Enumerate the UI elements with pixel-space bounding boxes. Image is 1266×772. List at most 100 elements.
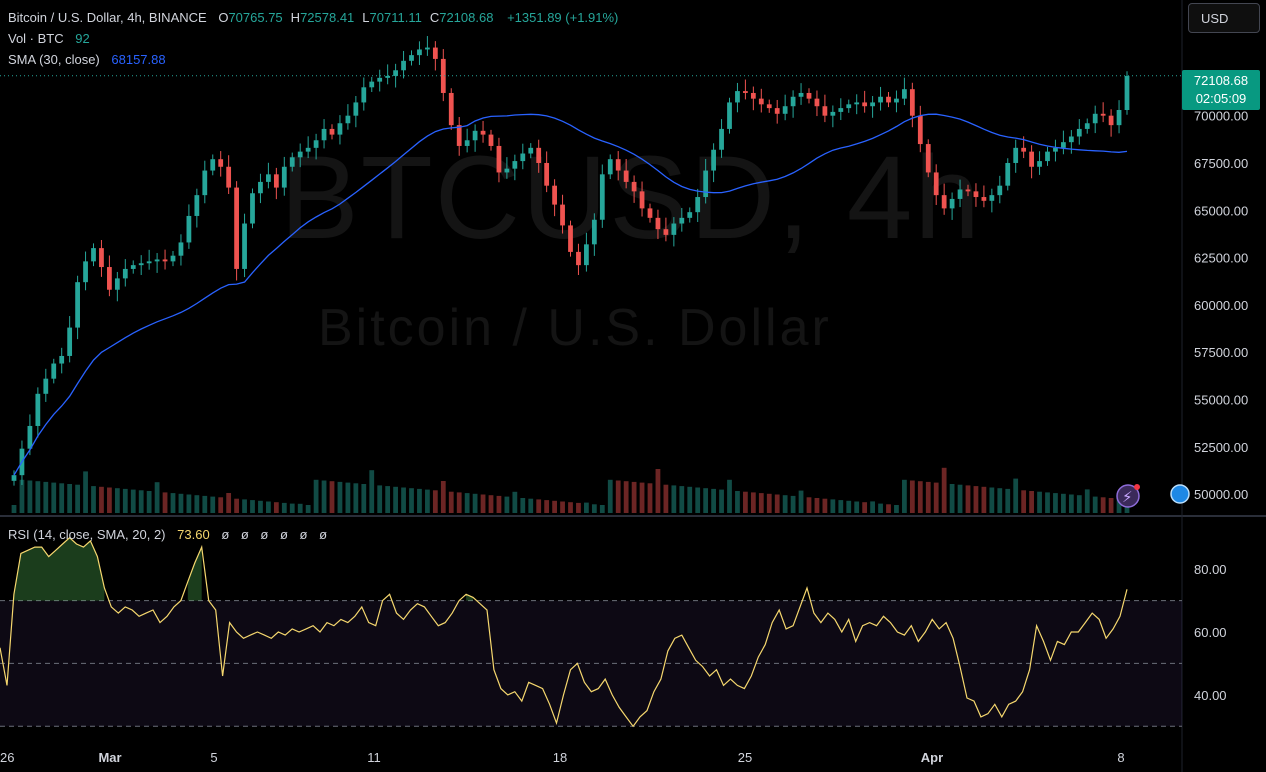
time-axis-tick: 18 bbox=[553, 750, 567, 765]
candle-body bbox=[647, 208, 653, 218]
volume-bar bbox=[1061, 493, 1066, 513]
volume-bar bbox=[584, 502, 589, 513]
lightning-glyph: ⚡ bbox=[1122, 488, 1133, 506]
volume-bar bbox=[957, 484, 963, 513]
volume-bar bbox=[695, 487, 701, 513]
volume-bar bbox=[1100, 497, 1106, 513]
candle-body bbox=[933, 172, 939, 196]
volume-bar bbox=[67, 484, 73, 513]
candle-body bbox=[743, 91, 748, 93]
candle-body bbox=[941, 195, 947, 209]
candle-body bbox=[432, 47, 438, 59]
volume-bar bbox=[758, 493, 764, 513]
volume-bar bbox=[870, 501, 875, 513]
time-axis-tick: Mar bbox=[98, 750, 121, 765]
candle-body bbox=[170, 255, 176, 262]
ohlc-value-c: 72108.68 bbox=[439, 10, 494, 25]
candle-body bbox=[329, 128, 335, 135]
candle-body bbox=[687, 212, 693, 218]
candle-body bbox=[591, 219, 597, 245]
candle-body bbox=[496, 145, 502, 173]
candle-body bbox=[425, 47, 430, 50]
candle-body bbox=[607, 159, 613, 175]
candle-body bbox=[337, 123, 343, 135]
candle-body bbox=[67, 327, 73, 356]
volume-bar bbox=[591, 504, 597, 513]
candle-body bbox=[886, 96, 891, 103]
candle-body bbox=[623, 170, 629, 182]
time-axis-tick: 25 bbox=[738, 750, 752, 765]
candle-body bbox=[1092, 113, 1098, 124]
volume-bar bbox=[981, 486, 987, 513]
candle-body bbox=[1005, 162, 1011, 186]
candle-body bbox=[727, 102, 732, 129]
candle-body bbox=[925, 144, 931, 173]
volume-bar bbox=[1076, 495, 1082, 513]
candle-body bbox=[353, 102, 359, 116]
candle-body bbox=[234, 187, 239, 269]
volume-bar bbox=[337, 481, 343, 513]
volume-bar bbox=[242, 499, 247, 513]
currency-button[interactable]: USD bbox=[1188, 3, 1260, 33]
flag-icon[interactable] bbox=[1170, 484, 1190, 504]
alert-lightning-icon[interactable] bbox=[1116, 484, 1140, 508]
symbol-title[interactable]: Bitcoin / U.S. Dollar, 4h, BINANCE bbox=[8, 10, 207, 25]
volume-bar bbox=[59, 483, 65, 513]
volume-bar bbox=[377, 485, 383, 513]
time-axis-tick: 5 bbox=[210, 750, 217, 765]
symbol-watermark: BTCUSD, 4h bbox=[280, 132, 982, 264]
candle-body bbox=[528, 147, 534, 154]
volume-bar bbox=[989, 487, 995, 513]
volume-bar bbox=[671, 485, 677, 513]
volume-bar bbox=[122, 488, 128, 513]
candle-body bbox=[35, 393, 41, 426]
candle-body bbox=[695, 197, 701, 213]
volume-bar bbox=[750, 492, 756, 513]
candle-body bbox=[43, 378, 49, 394]
volume-bar bbox=[925, 481, 931, 513]
candle-body bbox=[138, 263, 144, 266]
volume-bar bbox=[19, 479, 25, 513]
candle-body bbox=[27, 425, 33, 449]
candle-body bbox=[750, 92, 756, 99]
candle-body bbox=[838, 108, 844, 112]
volume-bar bbox=[679, 486, 685, 513]
price-axis-tick: 65000.00 bbox=[1194, 203, 1248, 218]
volume-bar bbox=[432, 490, 438, 513]
candle-body bbox=[281, 166, 287, 188]
candle-body bbox=[758, 98, 764, 105]
candle-body bbox=[703, 170, 709, 198]
volume-legend[interactable]: Vol · BTC 92 bbox=[8, 31, 92, 47]
volume-bar bbox=[1053, 493, 1058, 513]
volume-bar bbox=[456, 492, 462, 513]
volume-label: Vol · BTC bbox=[8, 31, 64, 46]
candle-body bbox=[663, 229, 669, 235]
candle-body bbox=[560, 204, 565, 226]
rsi-axis-tick: 80.00 bbox=[1194, 562, 1227, 577]
candle-body bbox=[99, 248, 104, 268]
volume-bar bbox=[703, 488, 709, 513]
volume-bar bbox=[146, 491, 152, 513]
rsi-legend[interactable]: RSI (14, close, SMA, 20, 2) 73.60 ø ø ø … bbox=[8, 527, 333, 543]
volume-bar bbox=[138, 490, 144, 513]
price-axis-tick: 60000.00 bbox=[1194, 298, 1248, 313]
volume-bar bbox=[202, 495, 208, 513]
price-axis-tick: 62500.00 bbox=[1194, 251, 1248, 266]
candle-body bbox=[902, 89, 907, 99]
candle-body bbox=[965, 189, 971, 192]
symbol-legend[interactable]: Bitcoin / U.S. Dollar, 4h, BINANCE O7076… bbox=[8, 10, 620, 26]
candle-body bbox=[655, 217, 661, 230]
candle-body bbox=[417, 49, 422, 56]
candle-body bbox=[766, 104, 772, 109]
volume-bar bbox=[480, 494, 486, 513]
candle-body bbox=[862, 102, 868, 107]
sma-legend[interactable]: SMA (30, close) 68157.88 bbox=[8, 52, 168, 68]
volume-bar bbox=[75, 484, 80, 513]
volume-bar bbox=[504, 496, 510, 513]
volume-bar bbox=[917, 481, 923, 513]
volume-bar bbox=[599, 505, 605, 513]
volume-bar bbox=[107, 487, 112, 513]
last-price-tag: 72108.68 02:05:09 bbox=[1182, 70, 1260, 110]
